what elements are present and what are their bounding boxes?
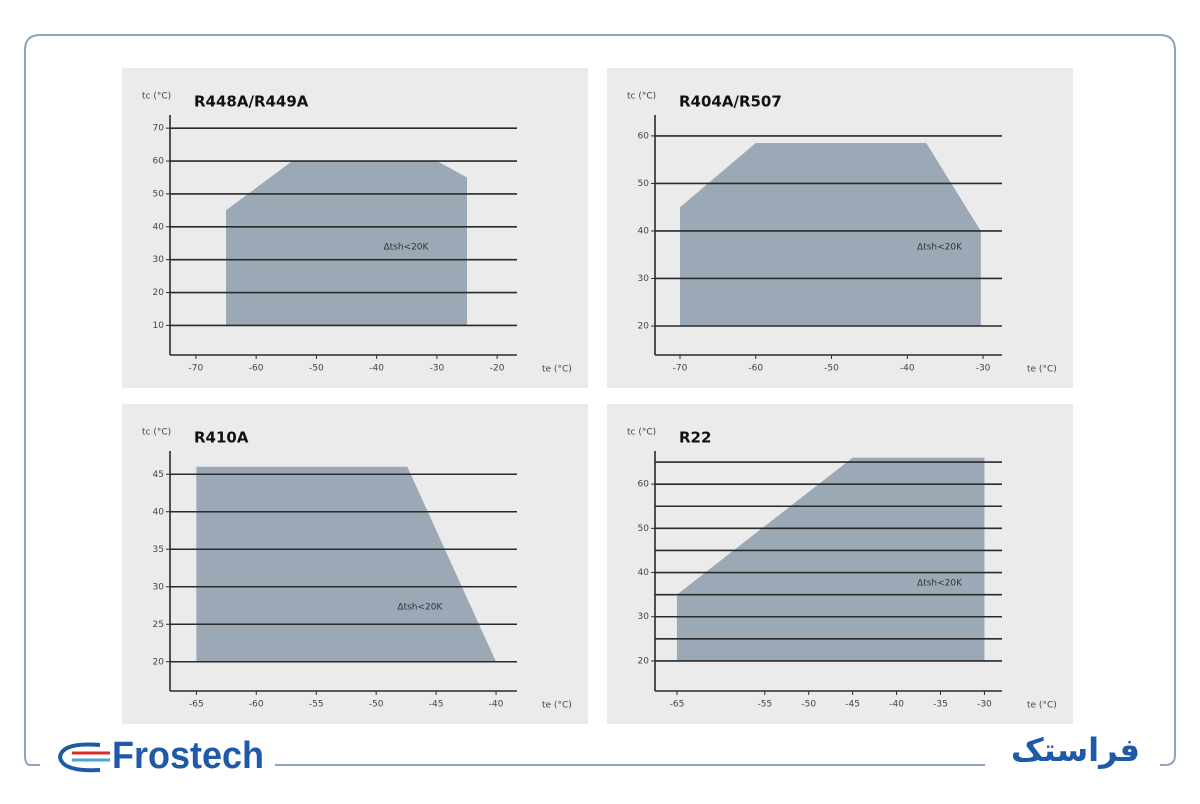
y-axis-label: tc (°C) xyxy=(142,428,171,438)
x-axis-label: te (°C) xyxy=(542,365,572,375)
y-tick-label: 60 xyxy=(153,157,165,167)
y-tick-label: 45 xyxy=(153,470,164,480)
chart-title: R22 xyxy=(679,429,711,447)
annotation: Δtsh<20K xyxy=(917,579,963,589)
y-tick-label: 30 xyxy=(153,582,165,592)
y-tick-label: 40 xyxy=(153,507,165,517)
x-tick-label: -50 xyxy=(309,364,324,374)
x-tick-label: -35 xyxy=(933,700,948,710)
x-tick-label: -70 xyxy=(189,364,204,374)
x-tick-label: -55 xyxy=(757,700,772,710)
x-tick-label: -50 xyxy=(801,700,816,710)
chart-title: R448A/R449A xyxy=(194,93,309,111)
x-tick-label: -60 xyxy=(249,364,264,374)
envelope-area xyxy=(196,466,497,662)
y-axis-label: tc (°C) xyxy=(142,92,171,102)
y-tick-label: 40 xyxy=(638,568,650,578)
x-tick-label: -40 xyxy=(369,364,384,374)
y-tick-label: 40 xyxy=(638,226,650,236)
chart-panel: 20 30 40 50 60 -70 -60 -50 -40 -30 R404A/R507 tc (°… xyxy=(607,68,1073,388)
x-tick-label: -50 xyxy=(824,364,839,374)
chart-panel: 20 30 40 50 60 -65 -55 -50 -45 -40 -35 -30 R22 tc (°C… xyxy=(607,404,1073,724)
y-tick-label: 20 xyxy=(638,656,650,666)
x-tick-label: -55 xyxy=(309,700,324,710)
y-tick-label: 20 xyxy=(153,288,165,298)
annotation: Δtsh<20K xyxy=(397,603,443,613)
chart-panel: 20 25 30 35 40 45 -65 -60 -55 -50 -45 -40 R410A tc (°… xyxy=(122,404,588,724)
x-tick-label: -30 xyxy=(430,364,445,374)
y-tick-label: 35 xyxy=(153,545,164,555)
brand-name-fa: فراستک xyxy=(1011,731,1140,769)
x-tick-label: -60 xyxy=(748,364,763,374)
x-tick-label: -70 xyxy=(673,364,688,374)
x-tick-label: -40 xyxy=(489,700,504,710)
chart-title: R404A/R507 xyxy=(679,93,782,111)
y-tick-label: 30 xyxy=(638,612,650,622)
chart-panel: 10 20 30 40 50 60 70 -70 -60 -50 -40 -30 -20 R448A/R4… xyxy=(122,68,588,388)
y-tick-label: 20 xyxy=(638,322,650,332)
y-tick-label: 20 xyxy=(153,657,165,667)
y-tick-label: 10 xyxy=(153,321,165,331)
x-tick-label: -45 xyxy=(845,700,860,710)
x-tick-label: -60 xyxy=(249,700,264,710)
brand-name: Frostech xyxy=(112,735,264,777)
envelope-area xyxy=(676,457,985,661)
annotation: Δtsh<20K xyxy=(917,243,963,253)
x-tick-label: -20 xyxy=(490,364,505,374)
x-tick-label: -50 xyxy=(369,700,384,710)
x-axis-label: te (°C) xyxy=(542,701,572,711)
logo-icon xyxy=(57,742,110,773)
y-tick-label: 40 xyxy=(153,222,165,232)
x-tick-label: -65 xyxy=(670,700,685,710)
y-tick-label: 30 xyxy=(638,274,650,284)
x-tick-label: -40 xyxy=(900,364,915,374)
x-tick-label: -45 xyxy=(429,700,444,710)
y-axis-label: tc (°C) xyxy=(627,92,656,102)
x-tick-label: -30 xyxy=(976,364,991,374)
y-tick-label: 60 xyxy=(638,131,650,141)
x-tick-label: -30 xyxy=(977,700,992,710)
x-tick-label: -65 xyxy=(189,700,204,710)
y-tick-label: 50 xyxy=(153,189,165,199)
annotation: Δtsh<20K xyxy=(383,243,429,253)
x-tick-label: -40 xyxy=(889,700,904,710)
x-axis-label: te (°C) xyxy=(1027,365,1057,375)
x-axis-label: te (°C) xyxy=(1027,701,1057,711)
y-tick-label: 70 xyxy=(153,124,165,134)
frame xyxy=(24,34,1176,766)
chart-title: R410A xyxy=(194,429,249,447)
y-tick-label: 25 xyxy=(153,620,164,630)
envelope-area xyxy=(226,161,467,326)
y-tick-label: 50 xyxy=(638,524,650,534)
y-tick-label: 60 xyxy=(638,480,650,490)
y-axis-label: tc (°C) xyxy=(627,428,656,438)
envelope-area xyxy=(680,143,981,327)
y-tick-label: 30 xyxy=(153,255,165,265)
y-tick-label: 50 xyxy=(638,179,650,189)
